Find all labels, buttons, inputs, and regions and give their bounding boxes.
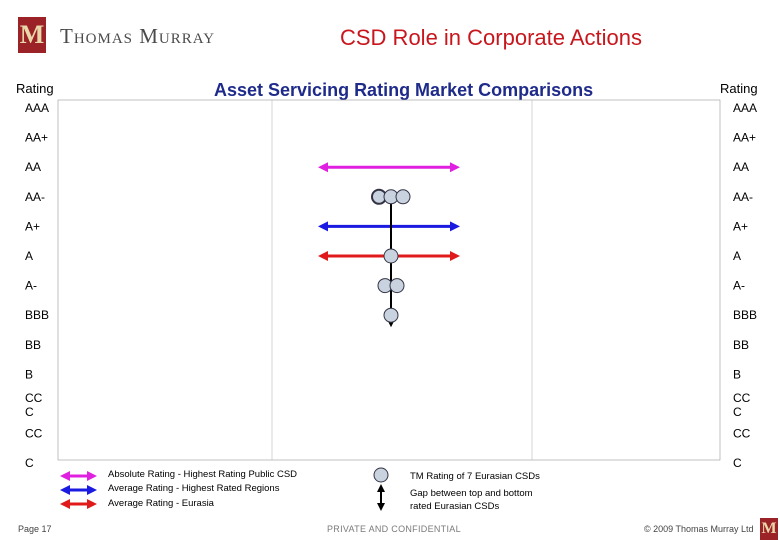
rating-label-left: AAA	[25, 101, 49, 115]
legend-arrow-red-head-left	[60, 499, 70, 509]
chart-title: Asset Servicing Rating Market Comparison…	[214, 80, 594, 100]
rating-label-right: CC	[733, 391, 751, 405]
arrow-highest-public-csd-head-left	[318, 162, 328, 173]
page-number: Page 17	[18, 524, 52, 534]
rating-label-left: AA+	[25, 131, 48, 145]
rating-label-left: AA	[25, 160, 41, 174]
rating-label-left: C	[25, 456, 34, 470]
right-axis-heading: Rating	[720, 81, 758, 96]
rating-label-left: C	[25, 405, 34, 419]
rating-label-left: A-	[25, 279, 37, 293]
csd-rating-circle	[383, 248, 399, 264]
rating-label-left: BBB	[25, 308, 49, 322]
legend-label-tm-rating: TM Rating of 7 Eurasian CSDs	[410, 471, 540, 482]
legend-gap-head-down	[377, 503, 385, 511]
arrow-highest-rated-regions-head-right	[450, 221, 460, 232]
thomas-murray-logo-icon: M	[18, 17, 46, 53]
thomas-murray-small-logo-icon: M	[760, 518, 778, 540]
legend-gap-head-up	[377, 484, 385, 492]
rating-label-right: A+	[733, 219, 748, 233]
rating-label-right: A-	[733, 279, 745, 293]
legend-arrow-magenta-head-left	[60, 471, 70, 481]
rating-label-left: A+	[25, 219, 40, 233]
slide-title: CSD Role in Corporate Actions	[340, 25, 643, 50]
legend-arrow-magenta-head-right	[87, 471, 97, 481]
rating-label-left: CC	[25, 427, 43, 441]
logo-text: Thomas Murray	[60, 24, 216, 48]
legend-arrow-blue-head-left	[60, 485, 70, 495]
rating-label-right: AA	[733, 160, 749, 174]
arrow-eurasia-head-right	[450, 251, 460, 261]
csd-rating-circle	[383, 307, 399, 323]
rating-label-right: AA+	[733, 131, 756, 145]
legend-label-gap-1: Gap between top and bottom	[410, 488, 533, 499]
rating-label-left: CC	[25, 391, 43, 405]
rating-label-right: C	[733, 456, 742, 470]
rating-label-right: AAA	[733, 101, 757, 115]
rating-label-left: A	[25, 249, 33, 263]
legend-circle-icon	[373, 467, 389, 483]
left-axis-heading: Rating	[16, 81, 54, 96]
legend-label-highest-rated-regions: Average Rating - Highest Rated Regions	[108, 483, 280, 494]
csd-rating-circle	[389, 278, 405, 294]
rating-label-left: B	[25, 367, 33, 381]
plot-frame	[57, 99, 721, 461]
rating-label-right: B	[733, 367, 741, 381]
legend-label-highest-public-csd: Absolute Rating - Highest Rating Public …	[108, 469, 298, 480]
rating-label-right: AA-	[733, 190, 753, 204]
rating-label-right: BB	[733, 338, 749, 352]
rating-label-right: BBB	[733, 308, 757, 322]
legend-arrow-red-head-right	[87, 499, 97, 509]
rating-label-left: AA-	[25, 190, 45, 204]
rating-label-right: CC	[733, 427, 751, 441]
rating-label-left: BB	[25, 338, 41, 352]
rating-label-right: C	[733, 405, 742, 419]
arrow-highest-public-csd-head-right	[450, 162, 460, 173]
legend-label-eurasia: Average Rating - Eurasia	[108, 498, 214, 509]
arrow-highest-rated-regions-head-left	[318, 221, 328, 232]
legend-arrow-blue-head-right	[87, 485, 97, 495]
csd-rating-circle	[395, 189, 411, 205]
copyright-notice: © 2009 Thomas Murray Ltd	[644, 524, 754, 534]
arrow-eurasia-head-left	[318, 251, 328, 261]
rating-label-right: A	[733, 249, 741, 263]
legend-label-gap-2: rated Eurasian CSDs	[410, 501, 500, 512]
confidential-notice: PRIVATE AND CONFIDENTIAL	[327, 524, 461, 534]
